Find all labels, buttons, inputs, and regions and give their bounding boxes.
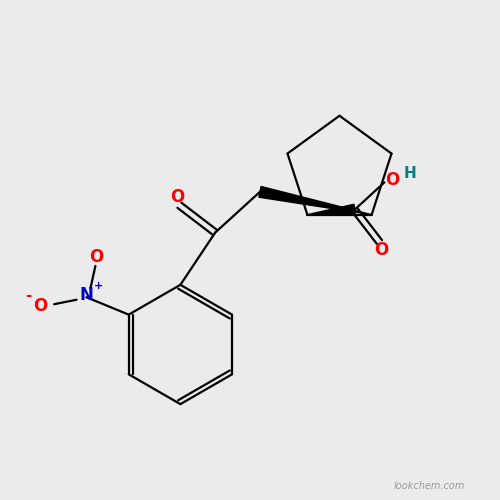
Text: O: O xyxy=(374,241,388,259)
Text: O: O xyxy=(33,297,48,315)
Polygon shape xyxy=(259,186,372,214)
Text: +: + xyxy=(94,282,103,292)
Text: O: O xyxy=(170,188,184,206)
Polygon shape xyxy=(308,204,355,215)
Text: N: N xyxy=(80,286,94,304)
Text: H: H xyxy=(404,166,416,181)
Text: O: O xyxy=(90,248,104,266)
Text: O: O xyxy=(386,172,400,190)
Text: -: - xyxy=(25,288,32,302)
Text: lookchem.com: lookchem.com xyxy=(394,481,464,491)
